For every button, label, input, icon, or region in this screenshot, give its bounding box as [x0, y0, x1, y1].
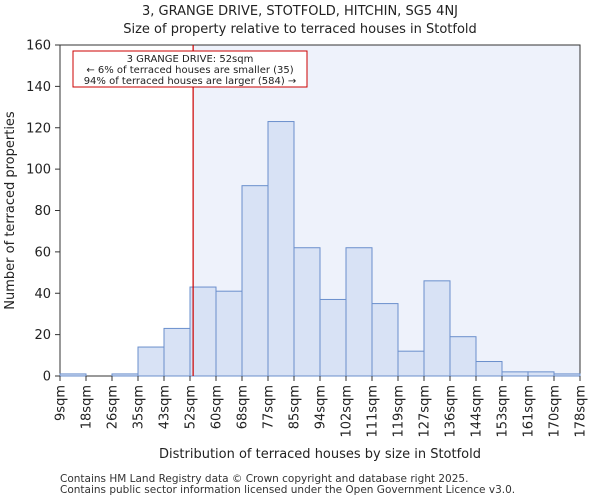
bar — [501, 371, 529, 377]
bar — [553, 373, 581, 377]
footer-line2: Contains public sector information licen… — [60, 484, 516, 496]
x-tick-label: 18sqm — [80, 385, 95, 429]
x-axis-label: Distribution of terraced houses by size … — [159, 447, 481, 462]
x-tick-label: 26sqm — [106, 385, 121, 429]
x-tick-label: 178sqm — [574, 385, 589, 438]
y-tick-label: 40 — [34, 287, 51, 302]
annotation-line2: ← 6% of terraced houses are smaller (35) — [86, 65, 293, 76]
y-tick-label: 140 — [26, 80, 51, 95]
bar — [449, 336, 477, 377]
x-tick-label: 68sqm — [236, 385, 251, 429]
x-tick-label: 102sqm — [340, 385, 355, 438]
bar — [345, 247, 373, 377]
bar — [319, 298, 347, 377]
plot-area: 0 20 40 60 80 100 120 140 160 9sqm 18sqm 26sqm 35sqm… — [3, 39, 589, 463]
bar — [527, 371, 555, 377]
x-tick-label: 127sqm — [418, 385, 433, 438]
y-axis-label: Number of terraced properties — [3, 111, 18, 310]
x-tick-label: 77sqm — [262, 385, 277, 429]
bar — [241, 185, 269, 377]
x-tick-label: 94sqm — [314, 385, 329, 429]
annotation-box — [72, 50, 308, 88]
bar — [137, 346, 165, 377]
annotation-line3: 94% of terraced houses are larger (584) … — [84, 76, 297, 87]
x-tick-label: 85sqm — [288, 385, 303, 429]
footer-line1: Contains HM Land Registry data © Crown c… — [60, 473, 469, 485]
bar — [423, 280, 451, 377]
y-tick-label: 60 — [34, 245, 51, 260]
bar — [293, 247, 321, 377]
x-tick-label: 144sqm — [470, 385, 485, 438]
y-tick-label: 120 — [26, 121, 51, 136]
bar — [267, 121, 295, 377]
x-tick-label: 35sqm — [132, 385, 147, 429]
bar — [475, 361, 503, 377]
y-tick-label: 80 — [34, 204, 51, 219]
x-tick-label: 170sqm — [548, 385, 563, 438]
y-tick-label: 0 — [43, 370, 51, 385]
x-tick-label: 52sqm — [184, 385, 199, 429]
x-tick-label: 153sqm — [496, 385, 511, 438]
x-tick-label: 43sqm — [158, 385, 173, 429]
bar — [59, 373, 87, 377]
x-tick-label: 136sqm — [444, 385, 459, 438]
y-tick-label: 20 — [34, 328, 51, 343]
bar — [215, 290, 243, 377]
y-tick-label: 100 — [26, 163, 51, 178]
y-tick-label: 160 — [26, 39, 51, 54]
x-tick-label: 119sqm — [392, 385, 407, 438]
x-tick-label: 60sqm — [210, 385, 225, 429]
chart-title-line1: 3, GRANGE DRIVE, STOTFOLD, HITCHIN, SG5 … — [141, 4, 459, 19]
x-tick-label: 9sqm — [54, 385, 69, 421]
bar — [189, 286, 217, 377]
annotation-line1: 3 GRANGE DRIVE: 52sqm — [127, 54, 254, 65]
x-tick-label: 161sqm — [522, 385, 537, 438]
bar — [111, 373, 139, 377]
bar — [397, 350, 425, 377]
x-tick-label: 111sqm — [366, 385, 381, 438]
chart-title-line2: Size of property relative to terraced ho… — [123, 22, 477, 37]
bar — [371, 303, 399, 377]
bar — [163, 327, 191, 377]
